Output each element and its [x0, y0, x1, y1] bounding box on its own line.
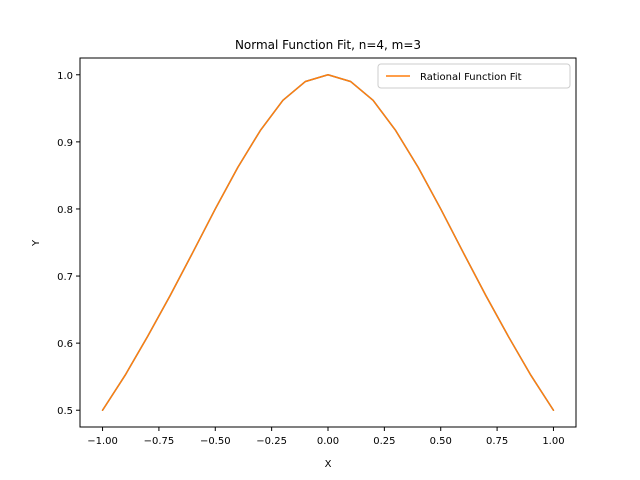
x-axis-label: X	[325, 459, 332, 470]
y-tick-label: 0.5	[57, 406, 73, 417]
x-tick-label: −0.50	[200, 436, 231, 447]
plot-frame	[79, 57, 577, 428]
y-tick-label: 1.0	[57, 71, 73, 82]
legend-box	[377, 63, 571, 89]
y-tick-label: 0.8	[57, 205, 73, 216]
x-tick-label: −0.25	[256, 436, 287, 447]
series-line-1	[101, 74, 555, 411]
legend: Rational Function Fit	[377, 63, 571, 89]
x-tick-label: 0.25	[373, 436, 395, 447]
x-tick-label: 0.75	[486, 436, 508, 447]
x-tick-label: 0.50	[430, 436, 452, 447]
y-axis-ticks: 0.5 0.6 0.7 0.8 0.9 1.0	[57, 71, 80, 417]
x-tick-label: −1.00	[87, 436, 118, 447]
y-axis-label: Y	[31, 239, 42, 247]
series-lines	[101, 74, 555, 411]
y-tick-label: 0.9	[57, 138, 73, 149]
y-tick-label: 0.7	[57, 272, 73, 283]
x-tick-label: −0.75	[144, 436, 175, 447]
x-axis-ticks: −1.00 −0.75 −0.50 −0.25 0.00 0.25 0.50 0.75 1.00	[87, 427, 565, 447]
y-tick-label: 0.6	[57, 339, 73, 350]
x-tick-label: 1.00	[542, 436, 564, 447]
legend-label: Rational Function Fit	[420, 72, 522, 83]
chart-title: Normal Function Fit, n=4, m=3	[235, 38, 421, 52]
x-tick-label: 0.00	[317, 436, 339, 447]
